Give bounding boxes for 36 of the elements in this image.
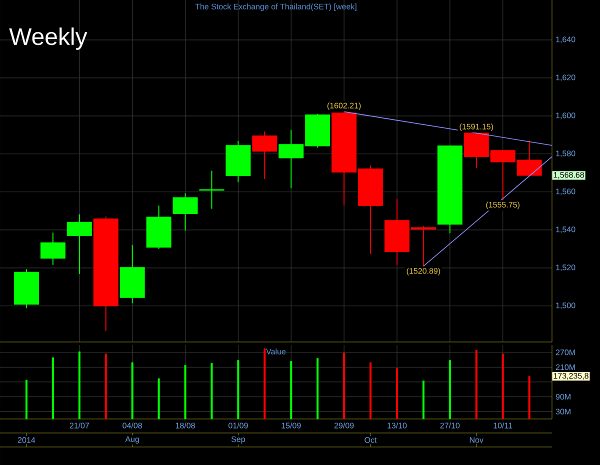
x-tick-label: 27/10 (440, 422, 460, 428)
text: Weekly (9, 27, 88, 50)
x2-tick-label: Aug (125, 436, 139, 444)
y-tick-label: 1,560 (556, 188, 576, 196)
x2-tick-label: 2014 (18, 437, 36, 443)
annotation: (1602.21) (327, 102, 361, 110)
annotation: (1591.15) (460, 124, 493, 132)
y-tick-label: 270M (556, 350, 575, 356)
text: 1,568.68 (554, 172, 584, 179)
y-tick-label: 1,640 (556, 36, 576, 44)
annotation: (1555.75) (486, 202, 520, 210)
chart-title: Value (266, 348, 286, 354)
x-tick-label: 29/09 (334, 422, 354, 428)
y-tick-label: 30M (556, 408, 570, 414)
x2-tick-label: Sep (231, 436, 245, 444)
x-tick-label: 01/09 (228, 422, 248, 428)
x-tick-label: 18/08 (176, 422, 195, 428)
x-tick-label: 10/11 (494, 422, 512, 428)
y-tick-label: 1,620 (556, 74, 576, 82)
y-tick-label: 90M (556, 394, 570, 400)
y-tick-label: 210M (556, 364, 575, 370)
x-tick-label: 15/09 (282, 422, 301, 428)
candlestick (199, 170, 224, 210)
y-tick-label: 1,580 (556, 150, 576, 158)
x-tick-label: 13/10 (388, 422, 407, 428)
y-tick-label: 1,540 (556, 226, 576, 234)
x2-tick-label: Nov (470, 437, 484, 443)
x2-tick-label: Oct (364, 437, 377, 443)
x-tick-label: 21/07 (70, 422, 90, 428)
y-tick-label: 1,500 (556, 302, 576, 310)
x-tick-label: 04/08 (122, 422, 142, 428)
y-tick-label: 1,600 (556, 112, 576, 120)
y-tick-label: 1,520 (556, 264, 576, 272)
chart-title: The Stock Exchange of Thailand(SET) [week] (195, 4, 356, 11)
annotation: (1520.89) (406, 268, 440, 276)
text: 173,235,8 (554, 373, 588, 380)
